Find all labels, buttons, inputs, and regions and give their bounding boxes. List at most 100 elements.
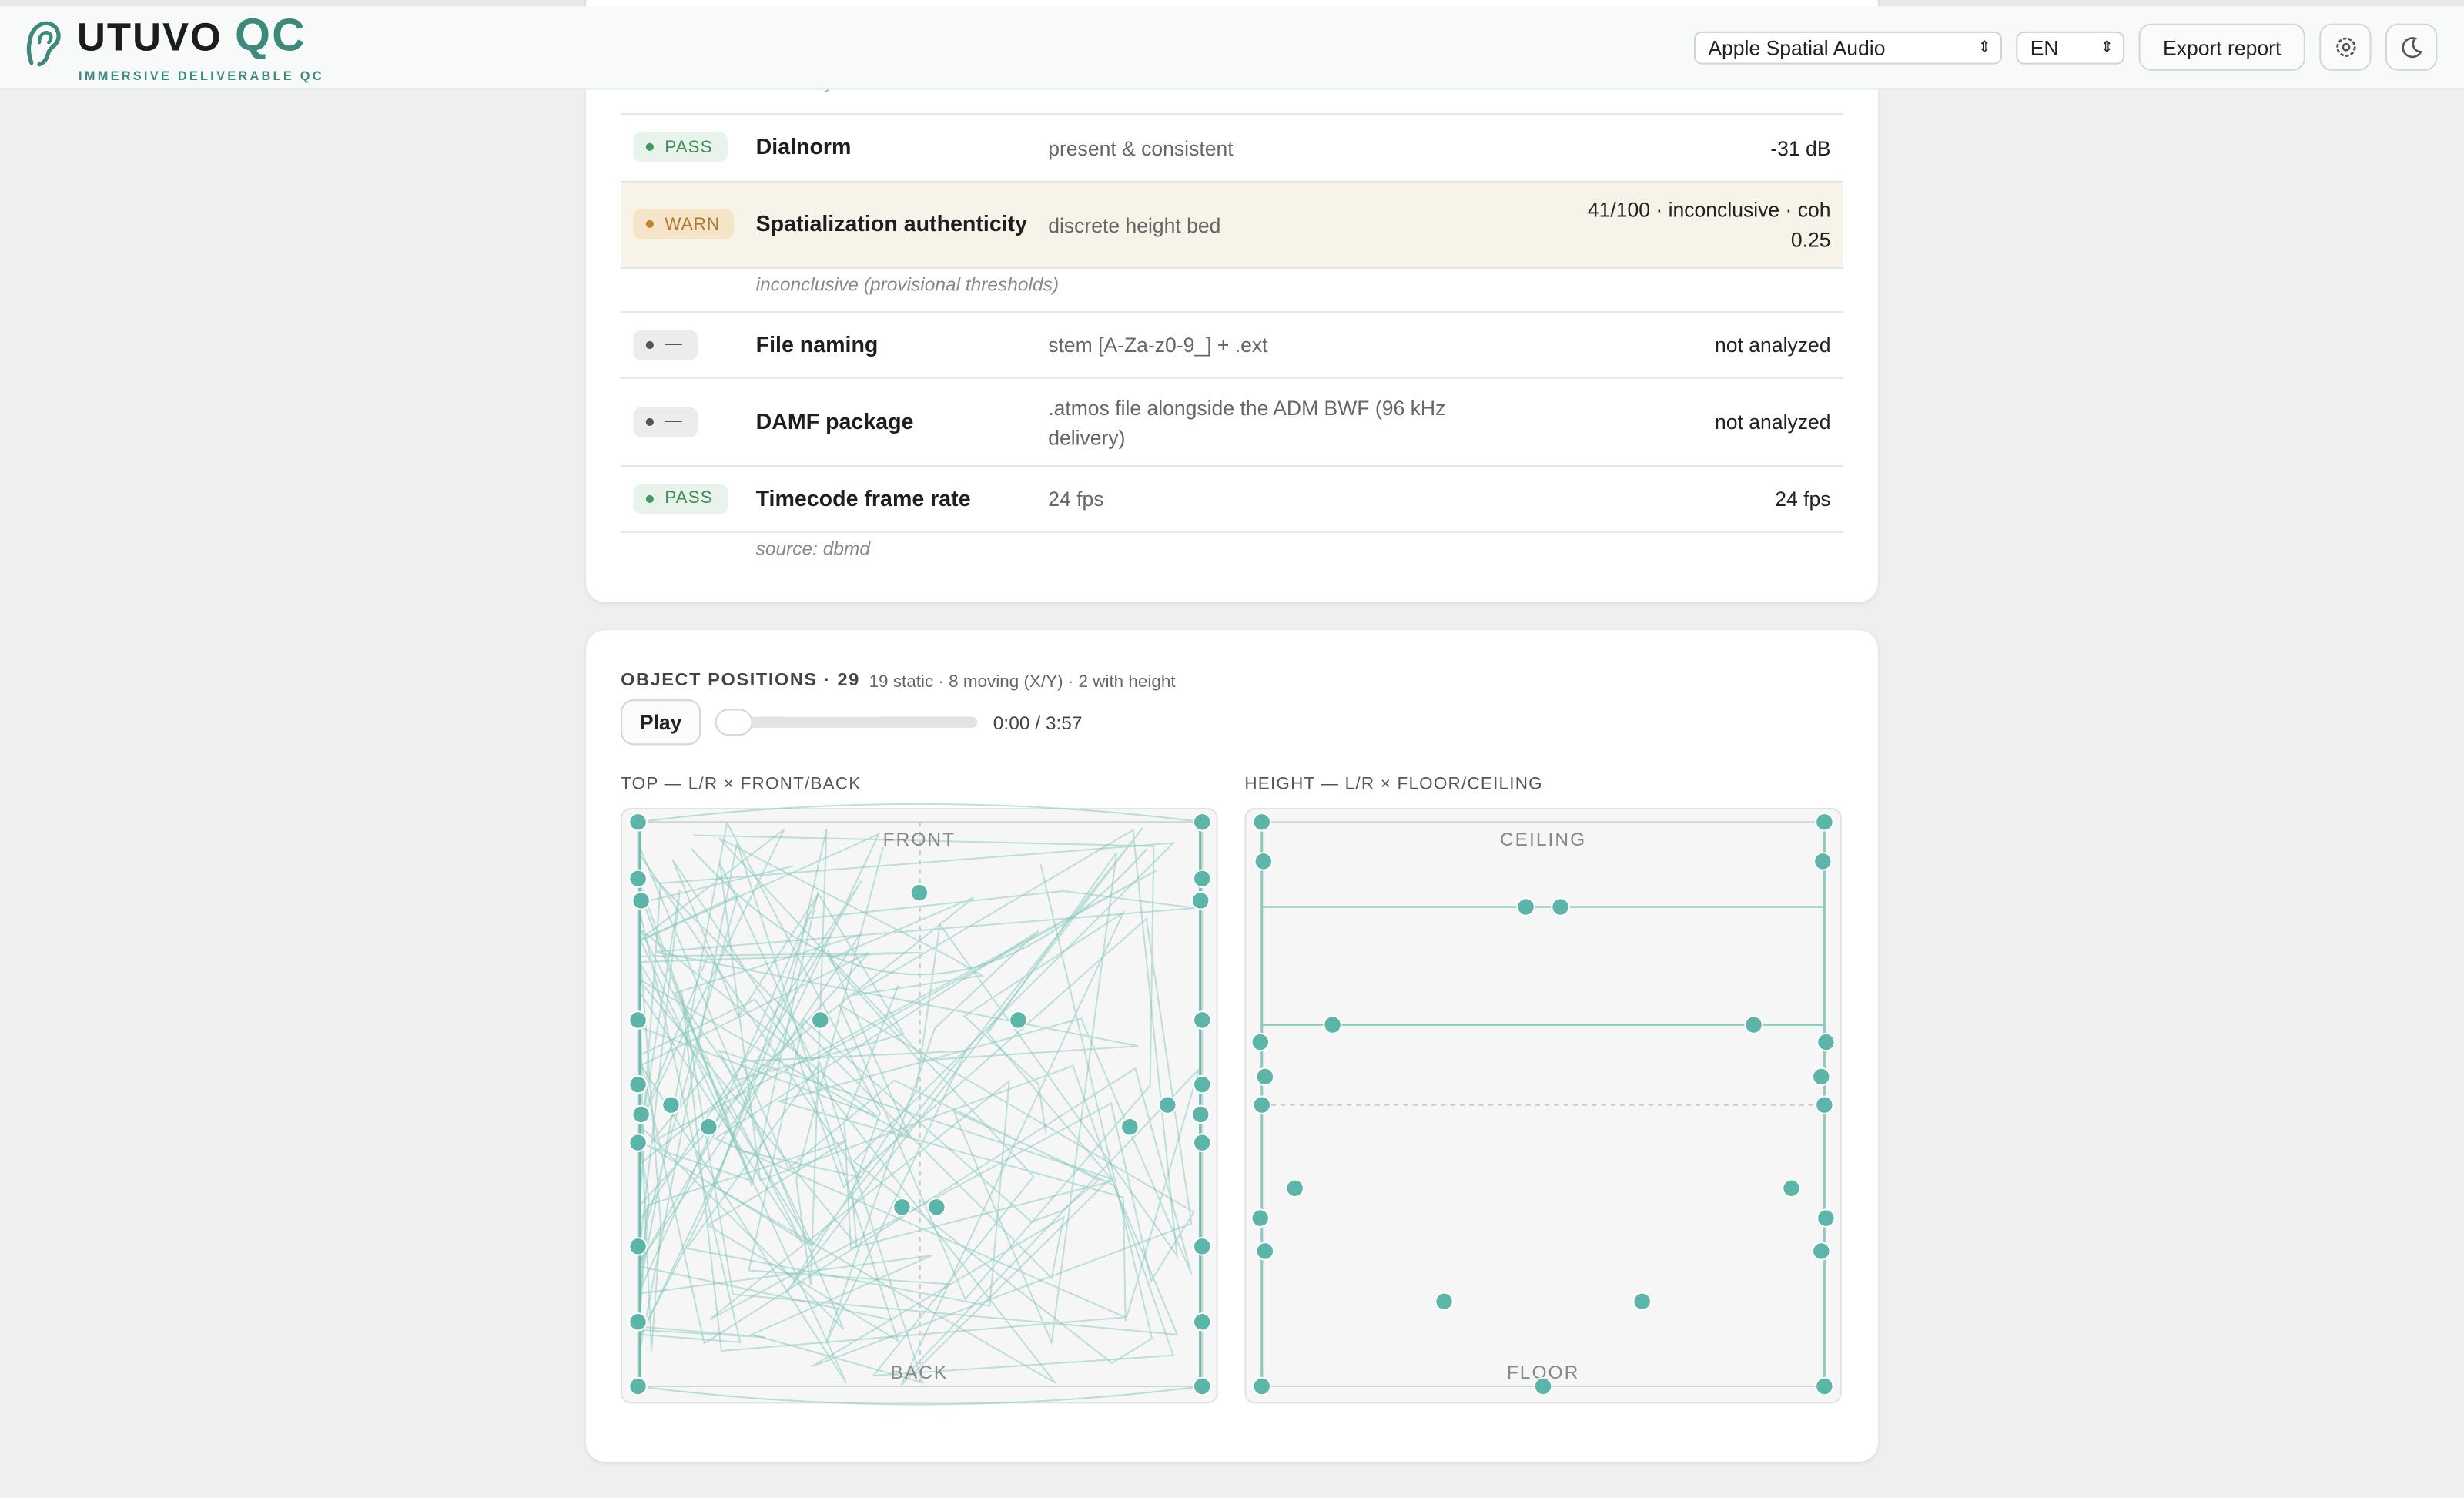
object-dot (631, 1104, 651, 1124)
header: UTUVO QC IMMERSIVE DELIVERABLE QC Apple … (0, 6, 2464, 90)
timeline-track[interactable] (715, 716, 978, 728)
object-dot (628, 869, 648, 889)
height-view-title: HEIGHT — L/R × FLOOR/CEILING (1244, 775, 1543, 794)
export-button[interactable]: Export report (2138, 23, 2305, 71)
status-text: WARN (665, 214, 721, 234)
object-dot (1192, 1010, 1212, 1030)
check-expected: .atmos file alongside the ADM BWF (96 kH… (1048, 395, 1446, 449)
status-dot (645, 220, 654, 228)
object-dot (811, 1010, 830, 1030)
object-dot (1782, 1178, 1801, 1198)
row-divider (621, 465, 1843, 467)
trajectory (637, 820, 884, 1351)
object-dot (1158, 1095, 1177, 1114)
check-result: not analyzed (1715, 410, 1831, 434)
object-dot (1744, 1015, 1763, 1034)
object-dot (628, 813, 648, 832)
object-dot (1516, 897, 1535, 917)
object-dot (628, 1237, 648, 1256)
status-text: — (665, 411, 683, 431)
object-dot (1815, 1376, 1834, 1396)
object-dot (631, 891, 651, 910)
object-dot (628, 1074, 648, 1094)
timeline-knob[interactable] (715, 709, 753, 736)
trajectory (637, 834, 1195, 1384)
settings-button[interactable] (2319, 23, 2372, 71)
object-dot (1009, 1010, 1028, 1030)
object-dot (628, 1312, 648, 1332)
check-expected: stem [A-Za-z0-9_] + .ext (1048, 333, 1268, 357)
row-divider (621, 377, 1843, 379)
check-name: Timecode frame rate (755, 484, 971, 511)
logo-icon (26, 21, 61, 67)
brand-accent: QC (235, 11, 306, 62)
brand: UTUVO QC (77, 11, 306, 62)
theme-button[interactable] (2385, 23, 2438, 71)
check-result: -31 dB (1770, 136, 1831, 160)
object-dots (628, 813, 1836, 1396)
ceiling-label: CEILING (1500, 829, 1586, 850)
row-divider (621, 531, 1843, 533)
format-select-label: Apple Spatial Audio (1708, 35, 1886, 60)
object-dot (1192, 1237, 1212, 1256)
status-badge: — (633, 329, 698, 360)
object-dot (1192, 1376, 1212, 1396)
object-dot (1435, 1292, 1454, 1312)
object-dot (1120, 1118, 1140, 1137)
format-select[interactable]: Apple Spatial Audio ⇕ (1693, 31, 2002, 65)
status-badge: PASS (633, 132, 727, 163)
status-badge: WARN (633, 209, 735, 240)
check-name: Spatialization authenticity (755, 210, 1028, 236)
object-dot (628, 1010, 648, 1030)
row-divider (621, 112, 1843, 115)
object-dot (1254, 852, 1274, 871)
object-dot (1816, 1208, 1836, 1228)
moon-icon (2401, 37, 2422, 59)
status-dot (645, 417, 654, 426)
warn-row-bg (621, 180, 1843, 267)
object-dot (1190, 1104, 1210, 1124)
object-dot (909, 883, 929, 903)
object-dot (1323, 1015, 1342, 1034)
back-label: BACK (890, 1362, 948, 1383)
status-badge: — (633, 406, 698, 437)
objects-summary: 19 static · 8 moving (X/Y) · 2 with heig… (869, 672, 1176, 692)
language-select[interactable]: EN ⇕ (2016, 31, 2125, 65)
status-badge: PASS (633, 483, 727, 514)
objects-title: OBJECT POSITIONS · 29 (621, 671, 860, 690)
status-text: — (665, 334, 683, 354)
object-dot (1632, 1292, 1652, 1312)
check-note: inconclusive (provisional thresholds) (755, 273, 1060, 296)
object-dot (927, 1198, 946, 1217)
object-dot (628, 1376, 648, 1396)
row-divider (621, 180, 1843, 183)
play-button[interactable]: Play (621, 699, 701, 746)
check-name: Dialnorm (755, 133, 852, 159)
object-dot (1812, 1067, 1831, 1087)
check-expected: present & consistent (1048, 136, 1234, 160)
language-select-label: EN (2030, 35, 2059, 60)
object-dot (1255, 1067, 1275, 1087)
front-label: FRONT (883, 829, 956, 850)
object-dot (1192, 813, 1212, 832)
object-dot (1533, 1376, 1553, 1396)
trajectory (651, 826, 1178, 1386)
row-divider (621, 266, 1843, 269)
object-dot (1192, 869, 1212, 889)
check-name: File naming (755, 330, 879, 357)
height-view-frame (1244, 807, 1842, 1404)
time-display: 0:00 / 3:57 (993, 712, 1083, 735)
status-text: PASS (665, 137, 713, 157)
object-dot (661, 1095, 681, 1114)
object-dot (1190, 891, 1210, 910)
checks-card (586, 0, 1878, 602)
object-dot (1815, 1095, 1834, 1114)
tagline: IMMERSIVE DELIVERABLE QC (79, 69, 324, 84)
top-view-title: TOP — L/R × FRONT/BACK (621, 775, 862, 794)
status-dot (645, 340, 654, 349)
object-dot (1250, 1208, 1270, 1228)
row-divider (621, 311, 1843, 313)
object-dot (1250, 1032, 1270, 1052)
check-result: not analyzed (1715, 333, 1831, 357)
